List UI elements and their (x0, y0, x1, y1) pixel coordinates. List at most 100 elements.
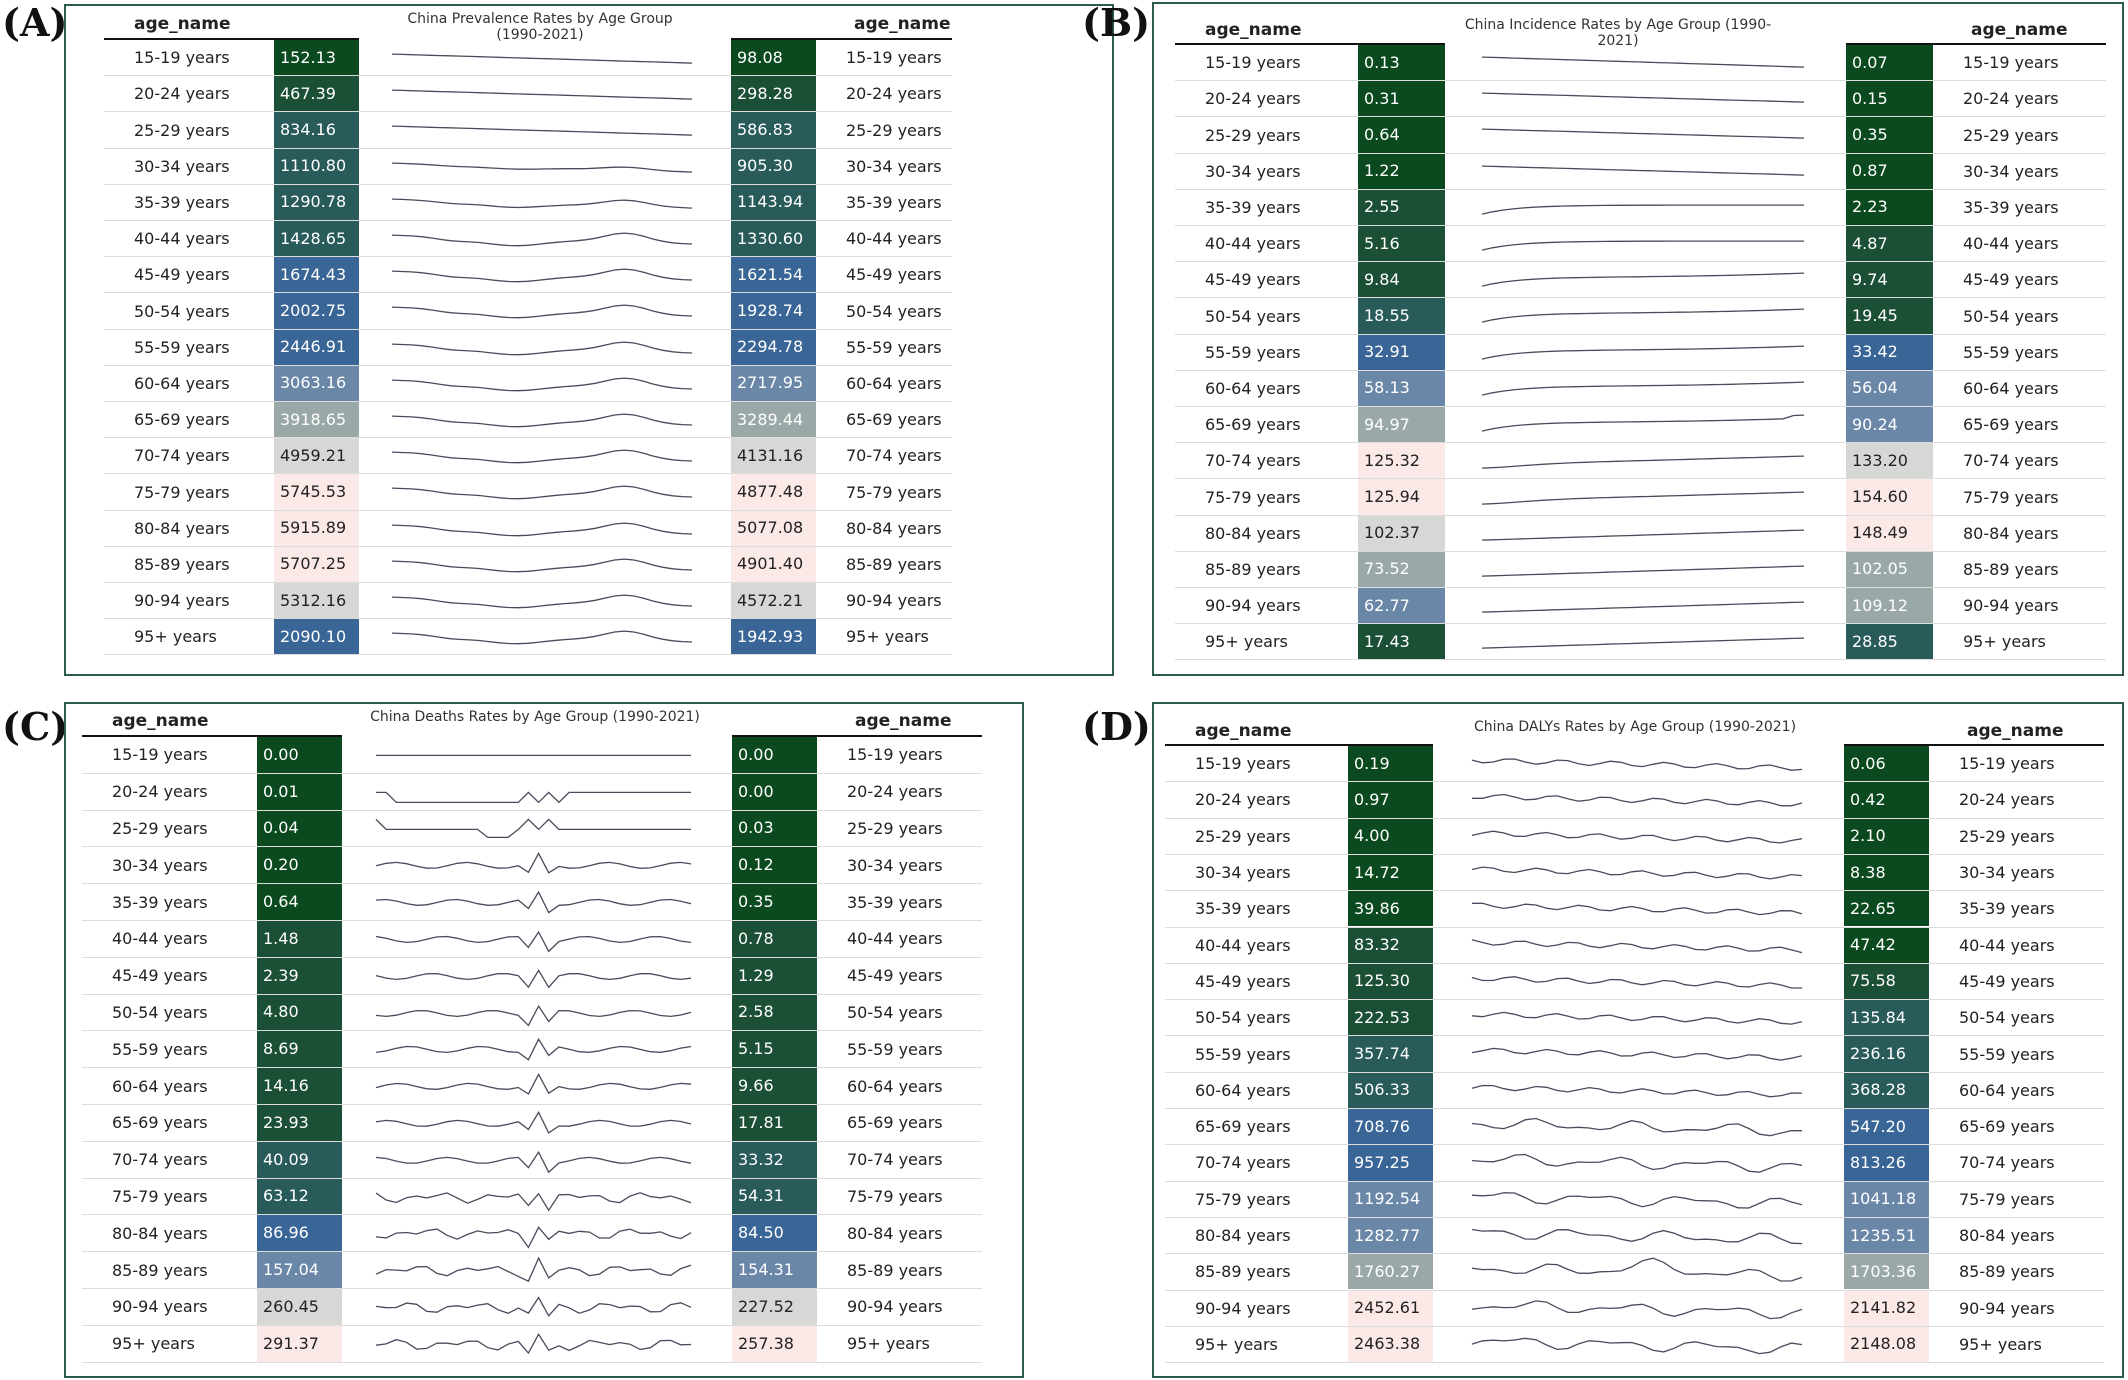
value-cell-1990: 1.22 (1358, 153, 1445, 189)
value-cell-2021: 257.38 (732, 1325, 817, 1362)
value-cell-1990: 2463.38 (1348, 1326, 1433, 1363)
age-label-left: 15-19 years (1195, 754, 1291, 774)
age-label-left: 55-59 years (1205, 342, 1301, 362)
value-cell-2021: 5077.08 (731, 510, 816, 546)
age-name-header-right: age_name (854, 14, 951, 34)
value-cell-2021: 102.05 (1846, 551, 1933, 587)
value-cell-1990: 0.20 (257, 847, 342, 884)
age-label-left: 45-49 years (1205, 270, 1301, 290)
row-divider (1175, 442, 2106, 444)
value-cell-1990: 0.04 (257, 810, 342, 847)
value-cell-1990: 2090.10 (274, 619, 359, 655)
chart-title: China Incidence Rates by Age Group (1990… (1464, 17, 1772, 49)
value-cell-2021: 33.32 (732, 1141, 817, 1178)
value-cell-1990: 0.13 (1358, 45, 1445, 81)
age-name-header-left: age_name (1195, 721, 1292, 741)
value-cell-1990: 83.32 (1348, 927, 1433, 963)
sparkline-path (1481, 128, 1805, 140)
trend-sparkline (1481, 345, 1805, 360)
trend-sparkline (375, 1296, 692, 1317)
value-cell-1990: 73.52 (1358, 551, 1445, 587)
sparkline-path (1471, 1228, 1803, 1245)
sparkline-path (391, 630, 693, 645)
age-label-left: 15-19 years (134, 48, 230, 68)
sparkline-path (1481, 491, 1805, 506)
age-label-right: 75-79 years (847, 1187, 943, 1206)
age-label-left: 75-79 years (1205, 487, 1301, 507)
age-label-right: 60-64 years (1959, 1080, 2055, 1100)
age-label-right: 75-79 years (1959, 1189, 2055, 1209)
row-divider (82, 1361, 982, 1363)
trend-sparkline (375, 1004, 692, 1027)
age-label-left: 20-24 years (134, 84, 230, 104)
row-divider (1165, 1362, 2104, 1364)
row-divider (82, 1214, 982, 1216)
sparkline-path (391, 558, 693, 573)
sparkline-path (1471, 1337, 1803, 1355)
sparkline-path (1481, 240, 1804, 251)
value-cell-1990: 4959.21 (274, 438, 359, 474)
trend-sparkline (1481, 601, 1805, 613)
value-cell-1990: 1110.80 (274, 148, 359, 184)
value-cell-2021: 2.58 (732, 994, 817, 1031)
value-cell-2021: 75.58 (1844, 963, 1929, 1000)
sparkline-path (1481, 272, 1805, 287)
row-divider (104, 582, 952, 583)
sparkline-path (1481, 414, 1805, 432)
trend-sparkline (1471, 938, 1803, 953)
sparkline-path (1472, 902, 1803, 916)
value-cell-1990: 63.12 (257, 1178, 342, 1215)
age-label-left: 65-69 years (1205, 415, 1301, 435)
sparkline-path (1481, 565, 1805, 577)
age-label-right: 40-44 years (1959, 935, 2055, 955)
trend-sparkline (391, 341, 693, 355)
sparkline-path (375, 1111, 692, 1134)
age-label-right: 45-49 years (847, 966, 943, 986)
age-label-right: 35-39 years (1959, 899, 2055, 919)
sparkline-path (391, 377, 693, 392)
trend-sparkline (1471, 975, 1802, 989)
row-divider (1175, 333, 2106, 335)
age-label-right: 95+ years (847, 1334, 930, 1354)
age-label-right: 15-19 years (1963, 53, 2059, 73)
value-cell-2021: 0.42 (1844, 782, 1929, 818)
value-cell-1990: 5312.16 (274, 583, 359, 619)
age-label-left: 90-94 years (1195, 1298, 1291, 1318)
value-cell-2021: 148.49 (1846, 515, 1933, 551)
age-name-header-left: age_name (1205, 20, 1302, 40)
sparkline-path (391, 268, 693, 283)
value-cell-2021: 109.12 (1846, 588, 1933, 624)
sparkline-path (391, 232, 693, 247)
age-name-header-right: age_name (1967, 721, 2064, 741)
age-label-right: 25-29 years (1963, 125, 2059, 145)
trend-sparkline (1471, 1257, 1803, 1282)
age-label-right: 40-44 years (847, 929, 943, 949)
row-divider (104, 618, 952, 620)
value-cell-2021: 54.31 (732, 1178, 817, 1215)
row-divider (1175, 623, 2106, 625)
age-label-right: 80-84 years (846, 518, 942, 538)
value-cell-1990: 2446.91 (274, 329, 359, 365)
trend-sparkline (375, 852, 692, 875)
value-cell-1990: 506.33 (1348, 1072, 1433, 1108)
trend-sparkline (391, 89, 693, 100)
value-cell-2021: 22.65 (1844, 891, 1929, 927)
value-cell-2021: 2294.78 (731, 329, 816, 365)
age-label-left: 95+ years (1205, 632, 1288, 652)
age-label-right: 70-74 years (1959, 1153, 2055, 1173)
age-label-left: 75-79 years (134, 482, 230, 502)
value-cell-2021: 813.26 (1844, 1145, 1929, 1181)
value-cell-1990: 125.30 (1348, 963, 1433, 1000)
value-cell-2021: 1621.54 (731, 257, 816, 293)
sparkline-path (1471, 1299, 1803, 1319)
age-label-left: 15-19 years (1205, 53, 1301, 73)
sparkline-path (1481, 345, 1805, 360)
row-divider (82, 1251, 982, 1253)
age-label-right: 60-64 years (1963, 378, 2059, 398)
age-label-left: 30-34 years (1195, 863, 1291, 883)
age-label-right: 20-24 years (1959, 790, 2055, 810)
age-label-right: 20-24 years (846, 84, 942, 104)
value-cell-1990: 0.00 (257, 737, 342, 773)
age-label-right: 45-49 years (1963, 270, 2059, 290)
header-rule-left (104, 38, 359, 40)
